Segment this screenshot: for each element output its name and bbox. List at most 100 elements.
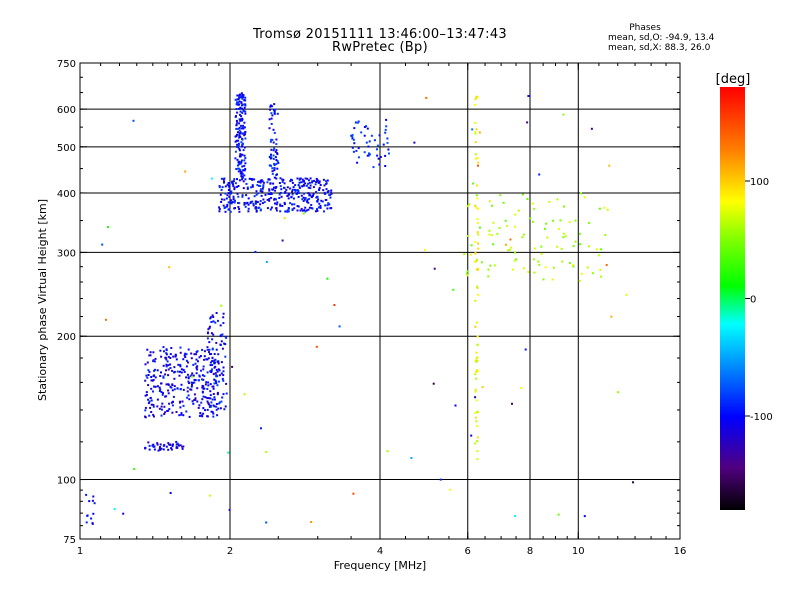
data-point (208, 327, 211, 330)
data-point (291, 190, 294, 193)
data-point (477, 293, 480, 296)
data-point (215, 368, 218, 371)
data-point (316, 209, 319, 212)
data-point (604, 234, 607, 236)
data-point (288, 193, 291, 196)
data-point (166, 410, 169, 412)
data-point (215, 382, 218, 385)
data-point (502, 201, 505, 204)
data-point (238, 129, 241, 132)
data-point (222, 316, 225, 319)
data-point (236, 133, 238, 136)
data-point (244, 133, 246, 136)
data-point (328, 194, 331, 196)
data-point (170, 447, 173, 450)
data-point (241, 194, 244, 197)
data-point (164, 411, 167, 414)
data-point (251, 200, 254, 203)
data-point (234, 150, 237, 153)
data-point (280, 188, 283, 191)
data-point (286, 186, 289, 189)
data-point (260, 194, 263, 197)
data-point (179, 351, 182, 354)
data-point (521, 236, 524, 239)
data-point (235, 115, 237, 118)
data-point (600, 275, 602, 278)
data-point (293, 207, 296, 210)
data-point (174, 355, 177, 358)
data-point (146, 361, 149, 364)
data-point (269, 104, 272, 107)
data-point (265, 450, 268, 453)
data-point (152, 445, 155, 448)
data-point (610, 315, 613, 318)
data-point (219, 343, 222, 346)
data-point (557, 513, 560, 516)
data-point (197, 360, 199, 363)
data-point (298, 186, 301, 189)
data-point (520, 387, 523, 389)
data-point (376, 144, 379, 147)
data-point (237, 131, 239, 134)
data-point (196, 350, 199, 353)
data-point (202, 412, 205, 415)
data-point (330, 191, 333, 194)
data-point (265, 261, 268, 263)
data-point (239, 131, 242, 134)
data-point (276, 201, 279, 204)
data-point (465, 272, 468, 275)
data-point (305, 209, 308, 212)
data-point (367, 154, 370, 157)
data-point (273, 169, 276, 172)
data-point (474, 299, 477, 302)
data-point (238, 167, 241, 170)
data-point (323, 184, 326, 187)
data-point (291, 209, 294, 211)
data-point (487, 268, 490, 271)
data-point (505, 224, 508, 227)
data-point (466, 205, 469, 208)
x-tick-label: 2 (227, 546, 233, 557)
data-point (244, 162, 247, 165)
data-point (238, 208, 241, 210)
data-point (276, 153, 279, 156)
data-point (559, 219, 562, 222)
colorbar-ticks: 100 0 -100 (745, 177, 773, 423)
data-point (224, 405, 227, 408)
data-point (317, 181, 320, 184)
data-point (574, 240, 577, 243)
data-point (145, 393, 148, 396)
data-point (144, 379, 147, 382)
data-point (192, 363, 195, 366)
data-point (475, 370, 478, 373)
data-point (579, 243, 582, 246)
data-point (314, 210, 317, 213)
data-point (262, 198, 265, 201)
data-point (295, 192, 298, 195)
data-point (158, 447, 161, 450)
data-point (386, 137, 389, 140)
data-point (183, 370, 186, 373)
data-point (270, 117, 273, 120)
data-point (195, 358, 198, 361)
x-axis-label: Frequency [MHz] (334, 559, 426, 572)
data-point (235, 108, 238, 110)
data-point (167, 392, 170, 395)
data-point (198, 415, 201, 417)
data-point (241, 153, 244, 156)
data-point (156, 398, 159, 401)
data-point (279, 204, 282, 207)
data-point (147, 369, 150, 372)
data-point (378, 134, 381, 137)
data-point (221, 186, 224, 189)
data-point (176, 370, 179, 373)
data-point (474, 240, 477, 243)
data-point (241, 138, 244, 141)
data-point (233, 201, 236, 204)
data-point (170, 448, 173, 451)
data-point (204, 396, 207, 399)
data-point (160, 391, 163, 394)
data-point (309, 177, 312, 180)
data-point (410, 457, 413, 459)
data-point (223, 408, 226, 411)
